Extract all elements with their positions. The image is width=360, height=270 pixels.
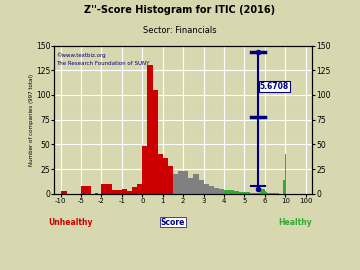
Bar (204, 184, 209, 194)
Bar (275, 193, 276, 194)
Bar (244, 192, 249, 194)
Bar (249, 193, 255, 194)
Bar (234, 191, 239, 194)
Bar (112, 190, 122, 194)
Text: Score: Score (161, 218, 185, 227)
Bar (142, 146, 148, 194)
Bar (276, 193, 278, 194)
Bar (219, 189, 224, 194)
Bar (178, 171, 183, 194)
Bar (278, 193, 279, 194)
Bar (274, 193, 275, 194)
Bar (229, 190, 234, 194)
Bar (193, 174, 198, 194)
Bar (266, 192, 267, 194)
Text: 5.6708: 5.6708 (260, 82, 289, 91)
Bar (283, 180, 285, 194)
Bar (265, 191, 266, 194)
Text: Z''-Score Histogram for ITIC (2016): Z''-Score Histogram for ITIC (2016) (85, 5, 275, 15)
Bar (163, 158, 168, 194)
Text: Unhealthy: Unhealthy (49, 218, 93, 227)
Text: ©www.textbiz.org: ©www.textbiz.org (57, 52, 106, 58)
Bar (153, 90, 158, 194)
Bar (132, 187, 137, 194)
Text: Healthy: Healthy (279, 218, 312, 227)
Bar (122, 189, 127, 194)
Bar (158, 154, 163, 194)
Bar (137, 184, 142, 194)
Bar (255, 193, 260, 194)
Bar (127, 191, 132, 194)
Text: The Research Foundation of SUNY: The Research Foundation of SUNY (57, 61, 150, 66)
Bar (168, 166, 173, 194)
Bar (224, 190, 229, 194)
Bar (239, 192, 244, 194)
Bar (270, 193, 271, 194)
Bar (95, 193, 98, 194)
Bar (209, 186, 214, 194)
Bar (269, 193, 270, 194)
Bar (198, 180, 204, 194)
Bar (267, 193, 269, 194)
Bar (88, 193, 91, 194)
Bar (148, 65, 153, 194)
Bar (271, 193, 273, 194)
Bar (81, 186, 91, 194)
Bar (188, 178, 193, 194)
Bar (183, 171, 188, 194)
Bar (273, 193, 274, 194)
Bar (60, 191, 67, 194)
Bar (102, 184, 112, 194)
Y-axis label: Number of companies (997 total): Number of companies (997 total) (30, 74, 35, 166)
Text: Sector: Financials: Sector: Financials (143, 26, 217, 35)
Bar (214, 188, 219, 194)
Bar (260, 189, 265, 194)
Bar (173, 174, 178, 194)
